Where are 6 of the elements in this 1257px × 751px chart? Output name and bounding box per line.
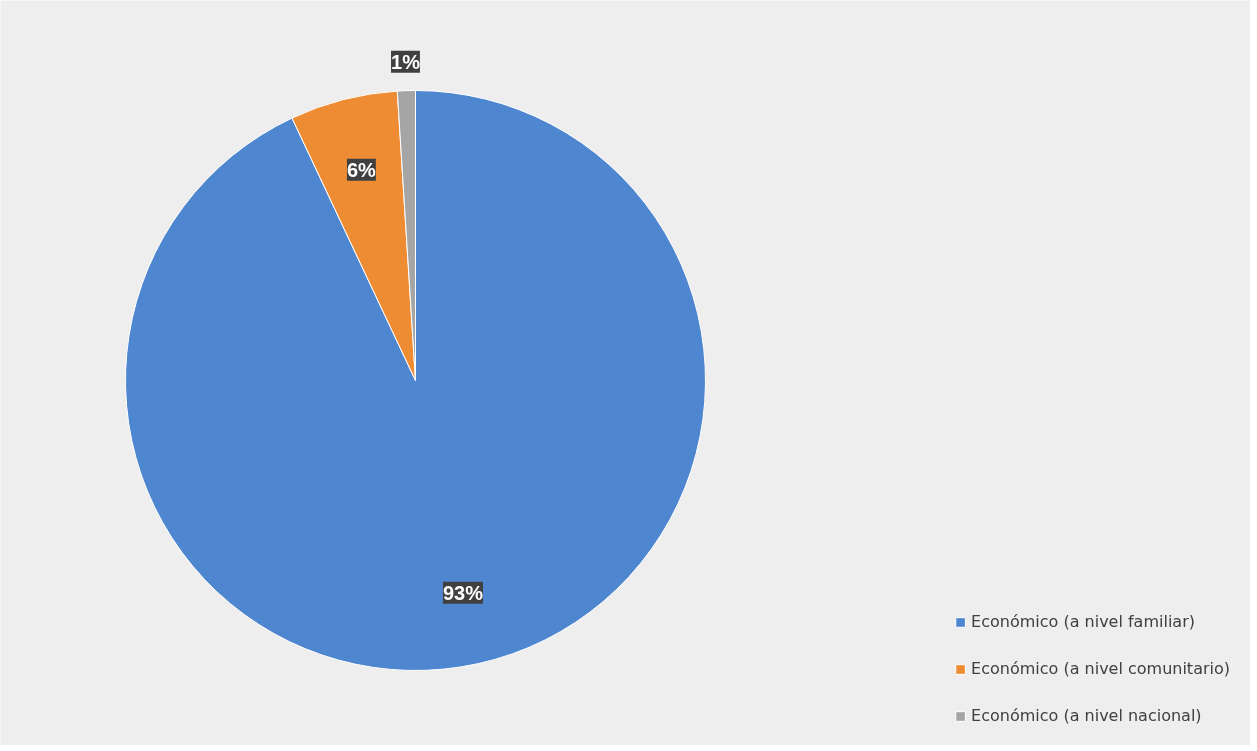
- legend-label: Económico (a nivel comunitario): [971, 659, 1230, 678]
- data-label: 1%: [391, 50, 421, 73]
- data-label: 93%: [442, 581, 484, 604]
- legend-label: Económico (a nivel nacional): [971, 706, 1202, 725]
- legend-label: Económico (a nivel familiar): [971, 612, 1195, 631]
- data-label: 6%: [346, 158, 377, 181]
